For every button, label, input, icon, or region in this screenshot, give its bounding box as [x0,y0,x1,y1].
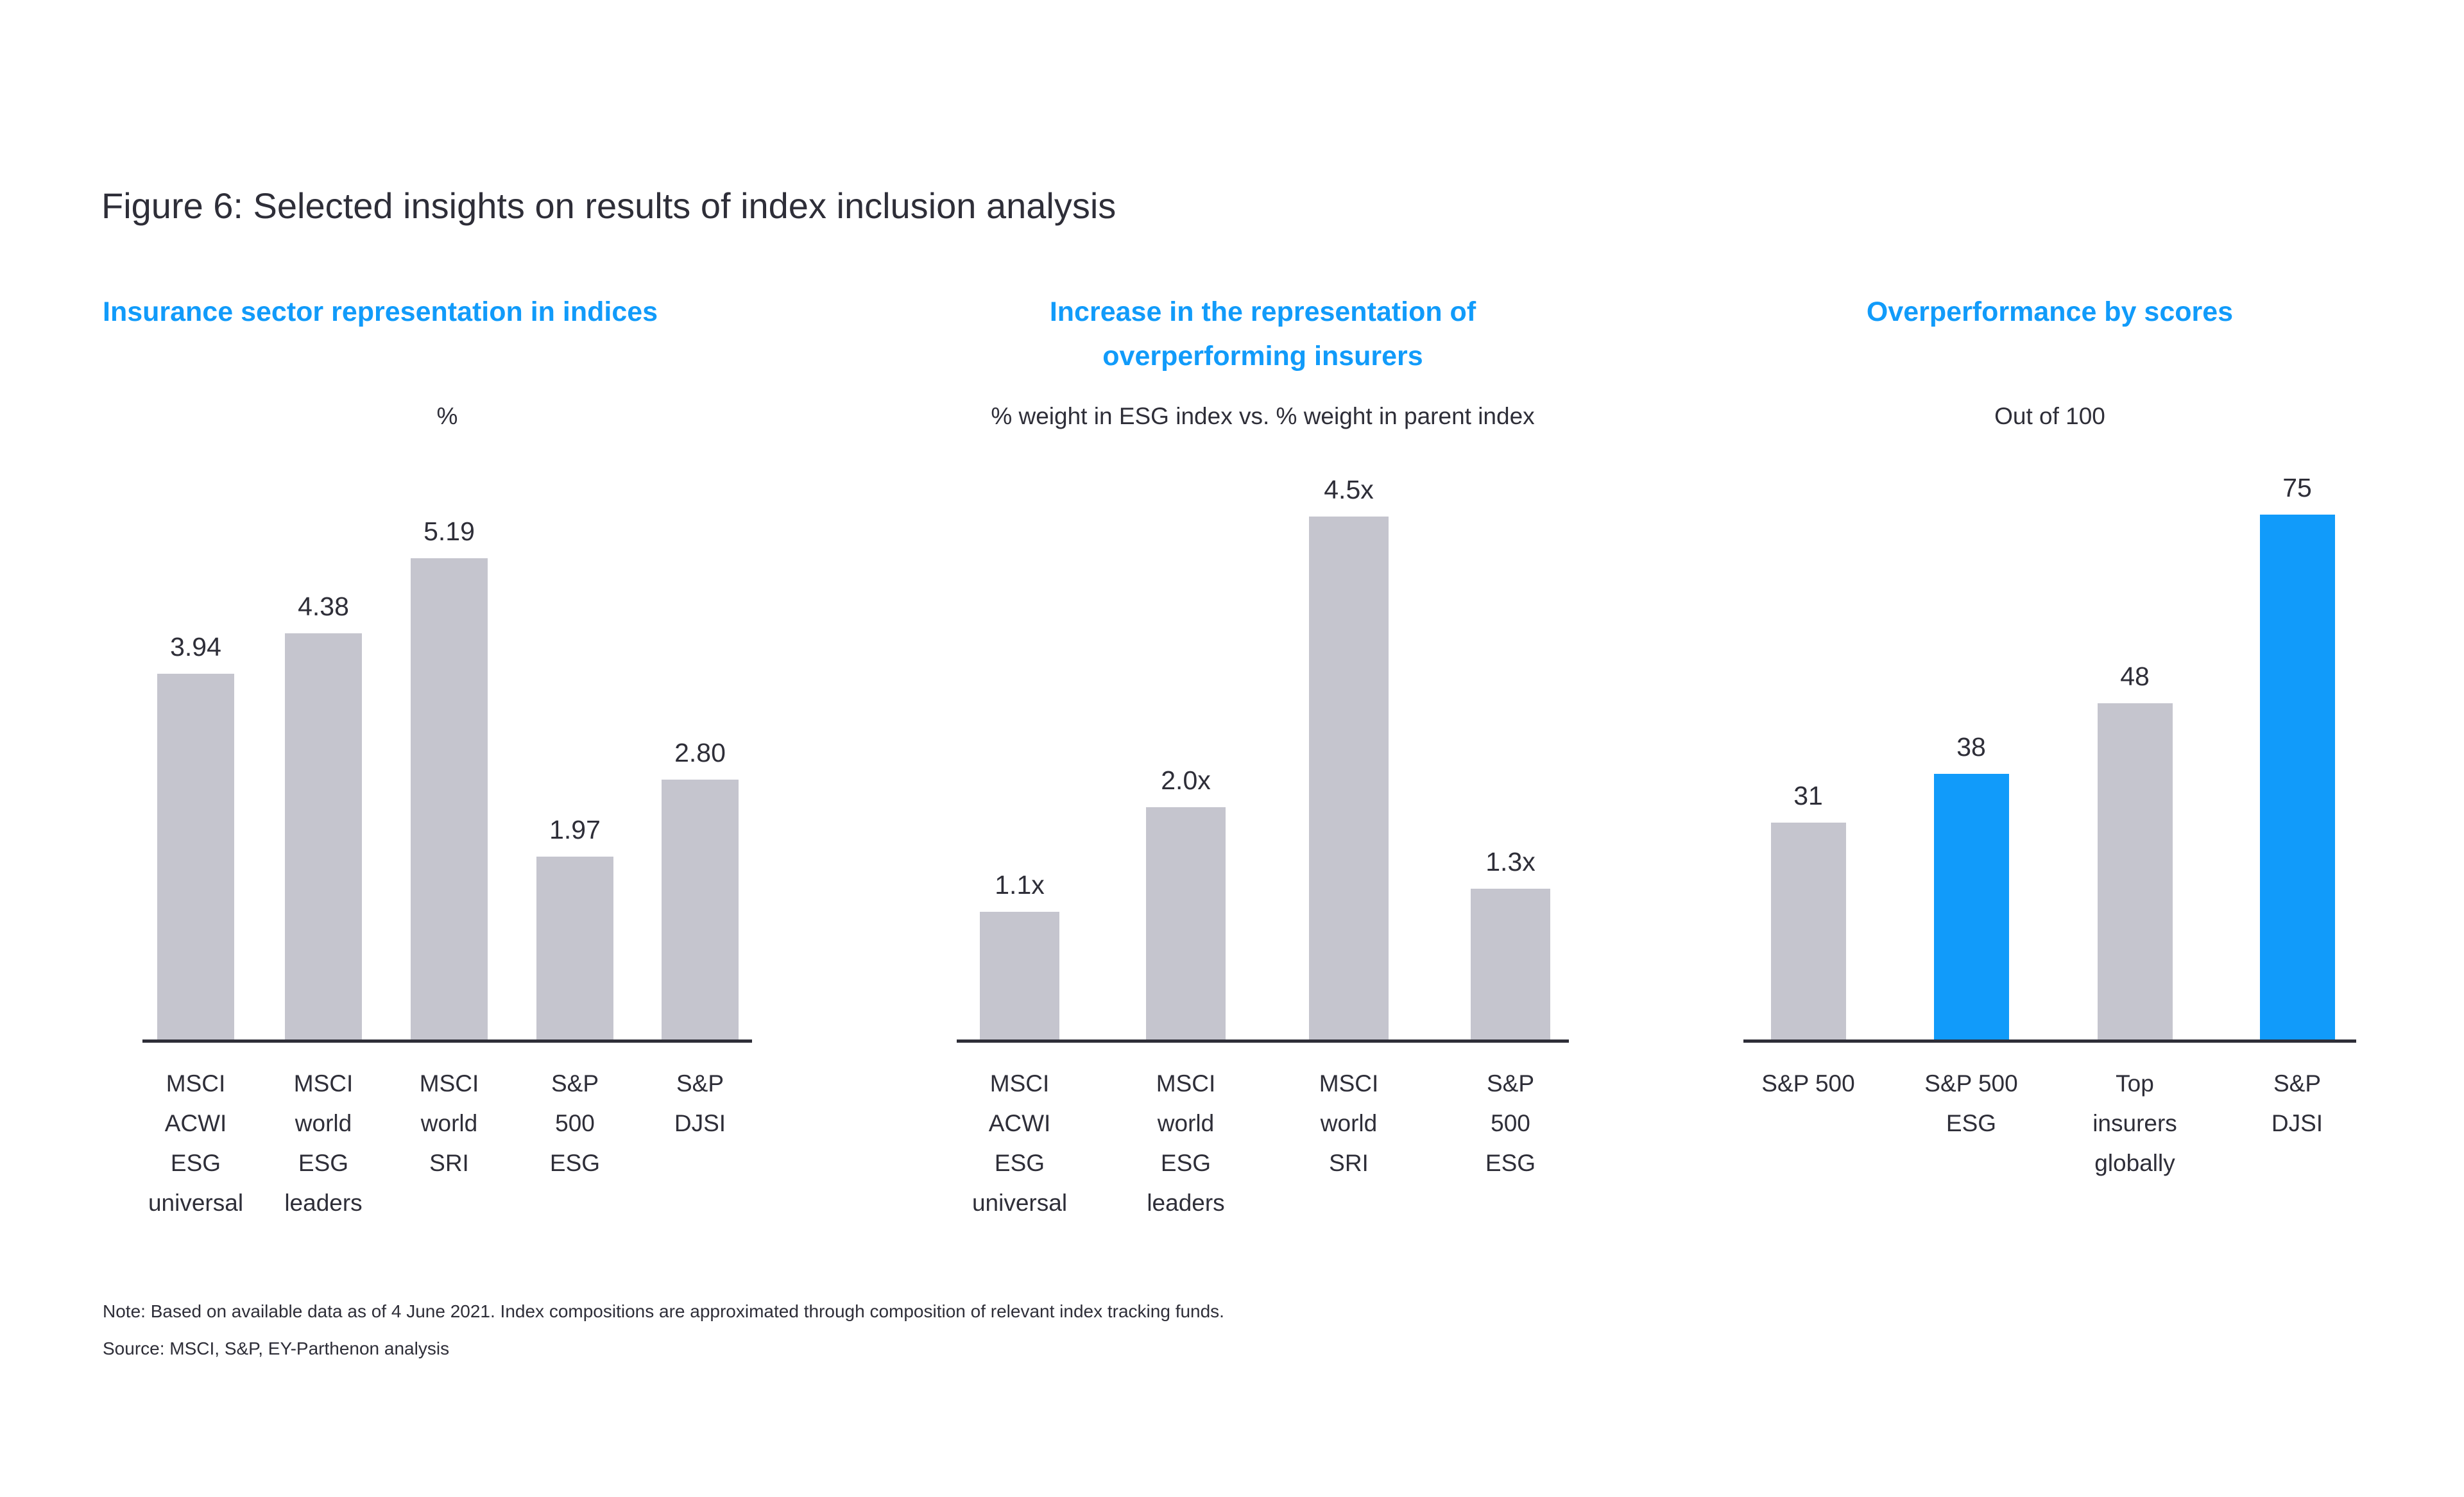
bar [1309,517,1389,1039]
bar-value-label: 3.94 [170,632,221,662]
bar [662,780,739,1039]
x-axis-line [1743,1039,2356,1043]
bar-value-label: 4.38 [298,592,349,621]
chart-overperforming-insurers: Increase in the representation of overpe… [957,0,1569,1497]
bar-value-label: 2.80 [674,738,726,767]
bar-value-label: 48 [2120,662,2150,691]
bar-value-label: 2.0x [1161,766,1211,795]
bar [411,558,488,1039]
x-axis-line [957,1039,1569,1043]
chart-subtitle: % [436,403,458,429]
bar [285,633,362,1039]
plot-area: 1.1x 2.0x 4.5x 1.3x [957,449,1569,1039]
bar [536,857,613,1039]
bar [2097,703,2173,1039]
bar [1146,807,1226,1039]
category-label: S&P 500 ESG [1924,1070,2018,1137]
bar-value-label: 1.97 [549,815,601,844]
bar-value-label: 75 [2282,473,2312,502]
category-labels: MSCI ACWI ESG universal MSCI world ESG le… [957,1064,1569,1269]
figure-note: Note: Based on available data as of 4 Ju… [103,1301,1224,1321]
bar-value-label: 1.3x [1485,847,1536,877]
category-label: Top insurers globally [2092,1070,2177,1177]
chart-subtitle: % weight in ESG index vs. % weight in pa… [991,403,1535,429]
chart-heading: Increase in the representation of overpe… [1049,296,1476,372]
bar [157,674,234,1039]
plot-area: 3.94 4.38 5.19 1.97 2.80 [142,449,752,1039]
category-label: S&P DJSI [674,1070,726,1137]
bar-value-label: 1.1x [995,870,1045,900]
figure-title: Figure 6: Selected insights on results o… [101,185,1116,226]
bar [2259,515,2335,1039]
category-label: MSCI ACWI ESG universal [148,1070,244,1217]
chart-insurance-representation: Insurance sector representation in indic… [103,0,752,1497]
bar-value-label: 5.19 [424,517,475,546]
category-label: MSCI world ESG leaders [284,1070,363,1217]
bar [1933,774,2009,1039]
chart-heading: Overperformance by scores [1866,296,2234,327]
chart-subtitle: Out of 100 [1994,403,2105,429]
chart-overperformance-scores: Overperformance by scores Out of 100 31 3… [1743,0,2356,1497]
x-axis-line [142,1039,752,1043]
bar-value-label: 4.5x [1324,475,1374,504]
plot-area: 31 38 48 75 [1743,449,2356,1039]
category-label: S&P 500 ESG [1485,1070,1536,1177]
category-label: S&P DJSI [2271,1070,2323,1137]
category-label: MSCI world ESG leaders [1147,1070,1225,1217]
bar-value-label: 38 [1956,732,1986,762]
category-labels: MSCI ACWI ESG universal MSCI world ESG le… [142,1064,752,1269]
bar [980,912,1059,1039]
category-label: S&P 500 [1761,1070,1855,1097]
category-labels: S&P 500 S&P 500 ESG Top insurers globally S… [1743,1064,2356,1269]
category-label: MSCI ACWI ESG universal [971,1070,1068,1217]
bar [1471,889,1550,1039]
chart-heading: Insurance sector representation in indic… [103,296,658,327]
bar [1770,823,1846,1039]
category-label: MSCI world SRI [419,1070,479,1177]
category-label: MSCI world SRI [1319,1070,1379,1177]
bar-value-label: 31 [1793,781,1823,810]
category-label: S&P 500 ESG [549,1070,601,1177]
figure-source: Source: MSCI, S&P, EY-Parthenon analysis [103,1339,450,1358]
